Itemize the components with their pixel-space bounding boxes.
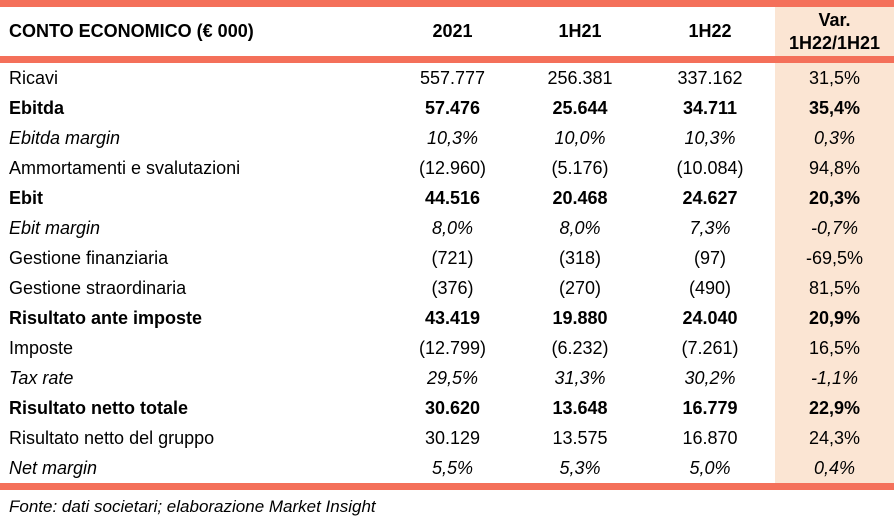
value-2021: 44.516	[424, 187, 481, 208]
value-1h21: (318)	[558, 247, 602, 268]
value-1h21: 8,0%	[559, 217, 601, 238]
value-2021: (12.799)	[418, 337, 487, 358]
value-2021: 29,5%	[426, 367, 479, 388]
row-label: Risultato netto del gruppo	[9, 427, 215, 448]
value-1h21: (270)	[558, 277, 602, 298]
column-header-var: Var. 1H22/1H21	[775, 7, 894, 56]
row-label: Net margin	[9, 457, 98, 478]
row-label: Ebit margin	[9, 217, 101, 238]
value-var: 24,3%	[775, 423, 894, 453]
table-row-ebit: Ebit 44.516 20.468 24.627 20,3%	[0, 183, 894, 213]
value-var: -0,7%	[775, 213, 894, 243]
row-label: Risultato netto totale	[9, 397, 188, 418]
value-1h22: (490)	[688, 277, 732, 298]
value-2021: 43.419	[424, 307, 481, 328]
value-1h21: 19.880	[552, 307, 608, 328]
value-var: 20,9%	[775, 303, 894, 333]
table-header-row: CONTO ECONOMICO (€ 000) 2021 1H21 1H22 V…	[0, 7, 894, 56]
value-1h22: (10.084)	[676, 157, 744, 178]
table-row-imposte: Imposte (12.799) (6.232) (7.261) 16,5%	[0, 333, 894, 363]
table-row-ammortamenti: Ammortamenti e svalutazioni (12.960) (5.…	[0, 153, 894, 183]
value-1h22: 337.162	[677, 67, 743, 88]
value-1h21: 31,3%	[554, 367, 606, 388]
value-2021: 57.476	[424, 97, 481, 118]
value-2021: (376)	[431, 277, 474, 298]
value-1h22: 16.779	[682, 397, 738, 418]
value-1h22: 34.711	[682, 97, 738, 118]
row-label: Ebitda	[9, 97, 65, 118]
row-label: Gestione finanziaria	[9, 247, 169, 268]
value-var: 16,5%	[775, 333, 894, 363]
value-1h22: (7.261)	[681, 337, 739, 358]
value-1h22: 10,3%	[684, 127, 736, 148]
column-header-var-line2: 1H22/1H21	[788, 32, 881, 53]
row-label: Ebitda margin	[9, 127, 121, 148]
source-note: Fonte: dati societari; elaborazione Mark…	[9, 497, 376, 516]
row-label: Ebit	[9, 187, 43, 208]
value-var: 35,4%	[775, 93, 894, 123]
value-2021: (12.960)	[418, 157, 487, 178]
value-1h22: 24.040	[682, 307, 738, 328]
value-1h22: 5,0%	[689, 457, 731, 478]
table-row-ricavi: Ricavi 557.777 256.381 337.162 31,5%	[0, 63, 894, 93]
value-2021: 557.777	[419, 67, 486, 88]
value-1h21: 13.575	[552, 427, 608, 448]
column-header-var-line1: Var.	[818, 10, 851, 30]
value-2021: 30.620	[424, 397, 481, 418]
table-row-ebitda-margin: Ebitda margin 10,3% 10,0% 10,3% 0,3%	[0, 123, 894, 153]
table-row-ebit-margin: Ebit margin 8,0% 8,0% 7,3% -0,7%	[0, 213, 894, 243]
value-1h21: 256.381	[547, 67, 613, 88]
value-1h21: (6.232)	[551, 337, 609, 358]
value-var: 31,5%	[775, 63, 894, 93]
column-header-1h21: 1H21	[558, 21, 602, 41]
table-row-gestione-straordinaria: Gestione straordinaria (376) (270) (490)…	[0, 273, 894, 303]
row-label: Tax rate	[9, 367, 74, 388]
value-1h21: 5,3%	[559, 457, 601, 478]
row-label: Ammortamenti e svalutazioni	[9, 157, 241, 178]
row-label: Risultato ante imposte	[9, 307, 203, 328]
table-row-risultato-ante-imposte: Risultato ante imposte 43.419 19.880 24.…	[0, 303, 894, 333]
value-var: 22,9%	[775, 393, 894, 423]
value-1h22: 16.870	[682, 427, 738, 448]
value-1h22: 30,2%	[684, 367, 736, 388]
column-header-1h22: 1H22	[688, 21, 732, 41]
value-2021: 8,0%	[431, 217, 474, 238]
value-1h21: 10,0%	[554, 127, 606, 148]
table-row-risultato-netto-gruppo: Risultato netto del gruppo 30.129 13.575…	[0, 423, 894, 453]
value-2021: 5,5%	[431, 457, 474, 478]
value-2021: (721)	[431, 247, 474, 268]
value-1h21: (5.176)	[551, 157, 609, 178]
top-accent-bar	[0, 0, 894, 7]
value-1h21: 13.648	[552, 397, 608, 418]
table-title: CONTO ECONOMICO (€ 000)	[9, 21, 254, 41]
table-row-ebitda: Ebitda 57.476 25.644 34.711 35,4%	[0, 93, 894, 123]
bottom-accent-bar	[0, 483, 894, 490]
value-1h22: (97)	[693, 247, 726, 268]
row-label: Gestione straordinaria	[9, 277, 187, 298]
value-2021: 30.129	[424, 427, 481, 448]
row-label: Ricavi	[9, 67, 59, 88]
value-1h21: 25.644	[552, 97, 608, 118]
value-var: 20,3%	[775, 183, 894, 213]
header-accent-bar	[0, 56, 894, 63]
table-row-net-margin: Net margin 5,5% 5,3% 5,0% 0,4%	[0, 453, 894, 483]
table-row-gestione-finanziaria: Gestione finanziaria (721) (318) (97) -6…	[0, 243, 894, 273]
value-var: 81,5%	[775, 273, 894, 303]
value-1h21: 20.468	[552, 187, 608, 208]
value-1h22: 7,3%	[689, 217, 731, 238]
value-var: 0,4%	[775, 453, 894, 483]
table-row-risultato-netto-totale: Risultato netto totale 30.620 13.648 16.…	[0, 393, 894, 423]
column-header-2021: 2021	[432, 21, 473, 41]
value-var: 0,3%	[775, 123, 894, 153]
value-var: -69,5%	[775, 243, 894, 273]
value-2021: 10,3%	[426, 127, 479, 148]
value-var: -1,1%	[775, 363, 894, 393]
row-label: Imposte	[9, 337, 74, 358]
value-1h22: 24.627	[682, 187, 738, 208]
value-var: 94,8%	[775, 153, 894, 183]
table-row-tax-rate: Tax rate 29,5% 31,3% 30,2% -1,1%	[0, 363, 894, 393]
